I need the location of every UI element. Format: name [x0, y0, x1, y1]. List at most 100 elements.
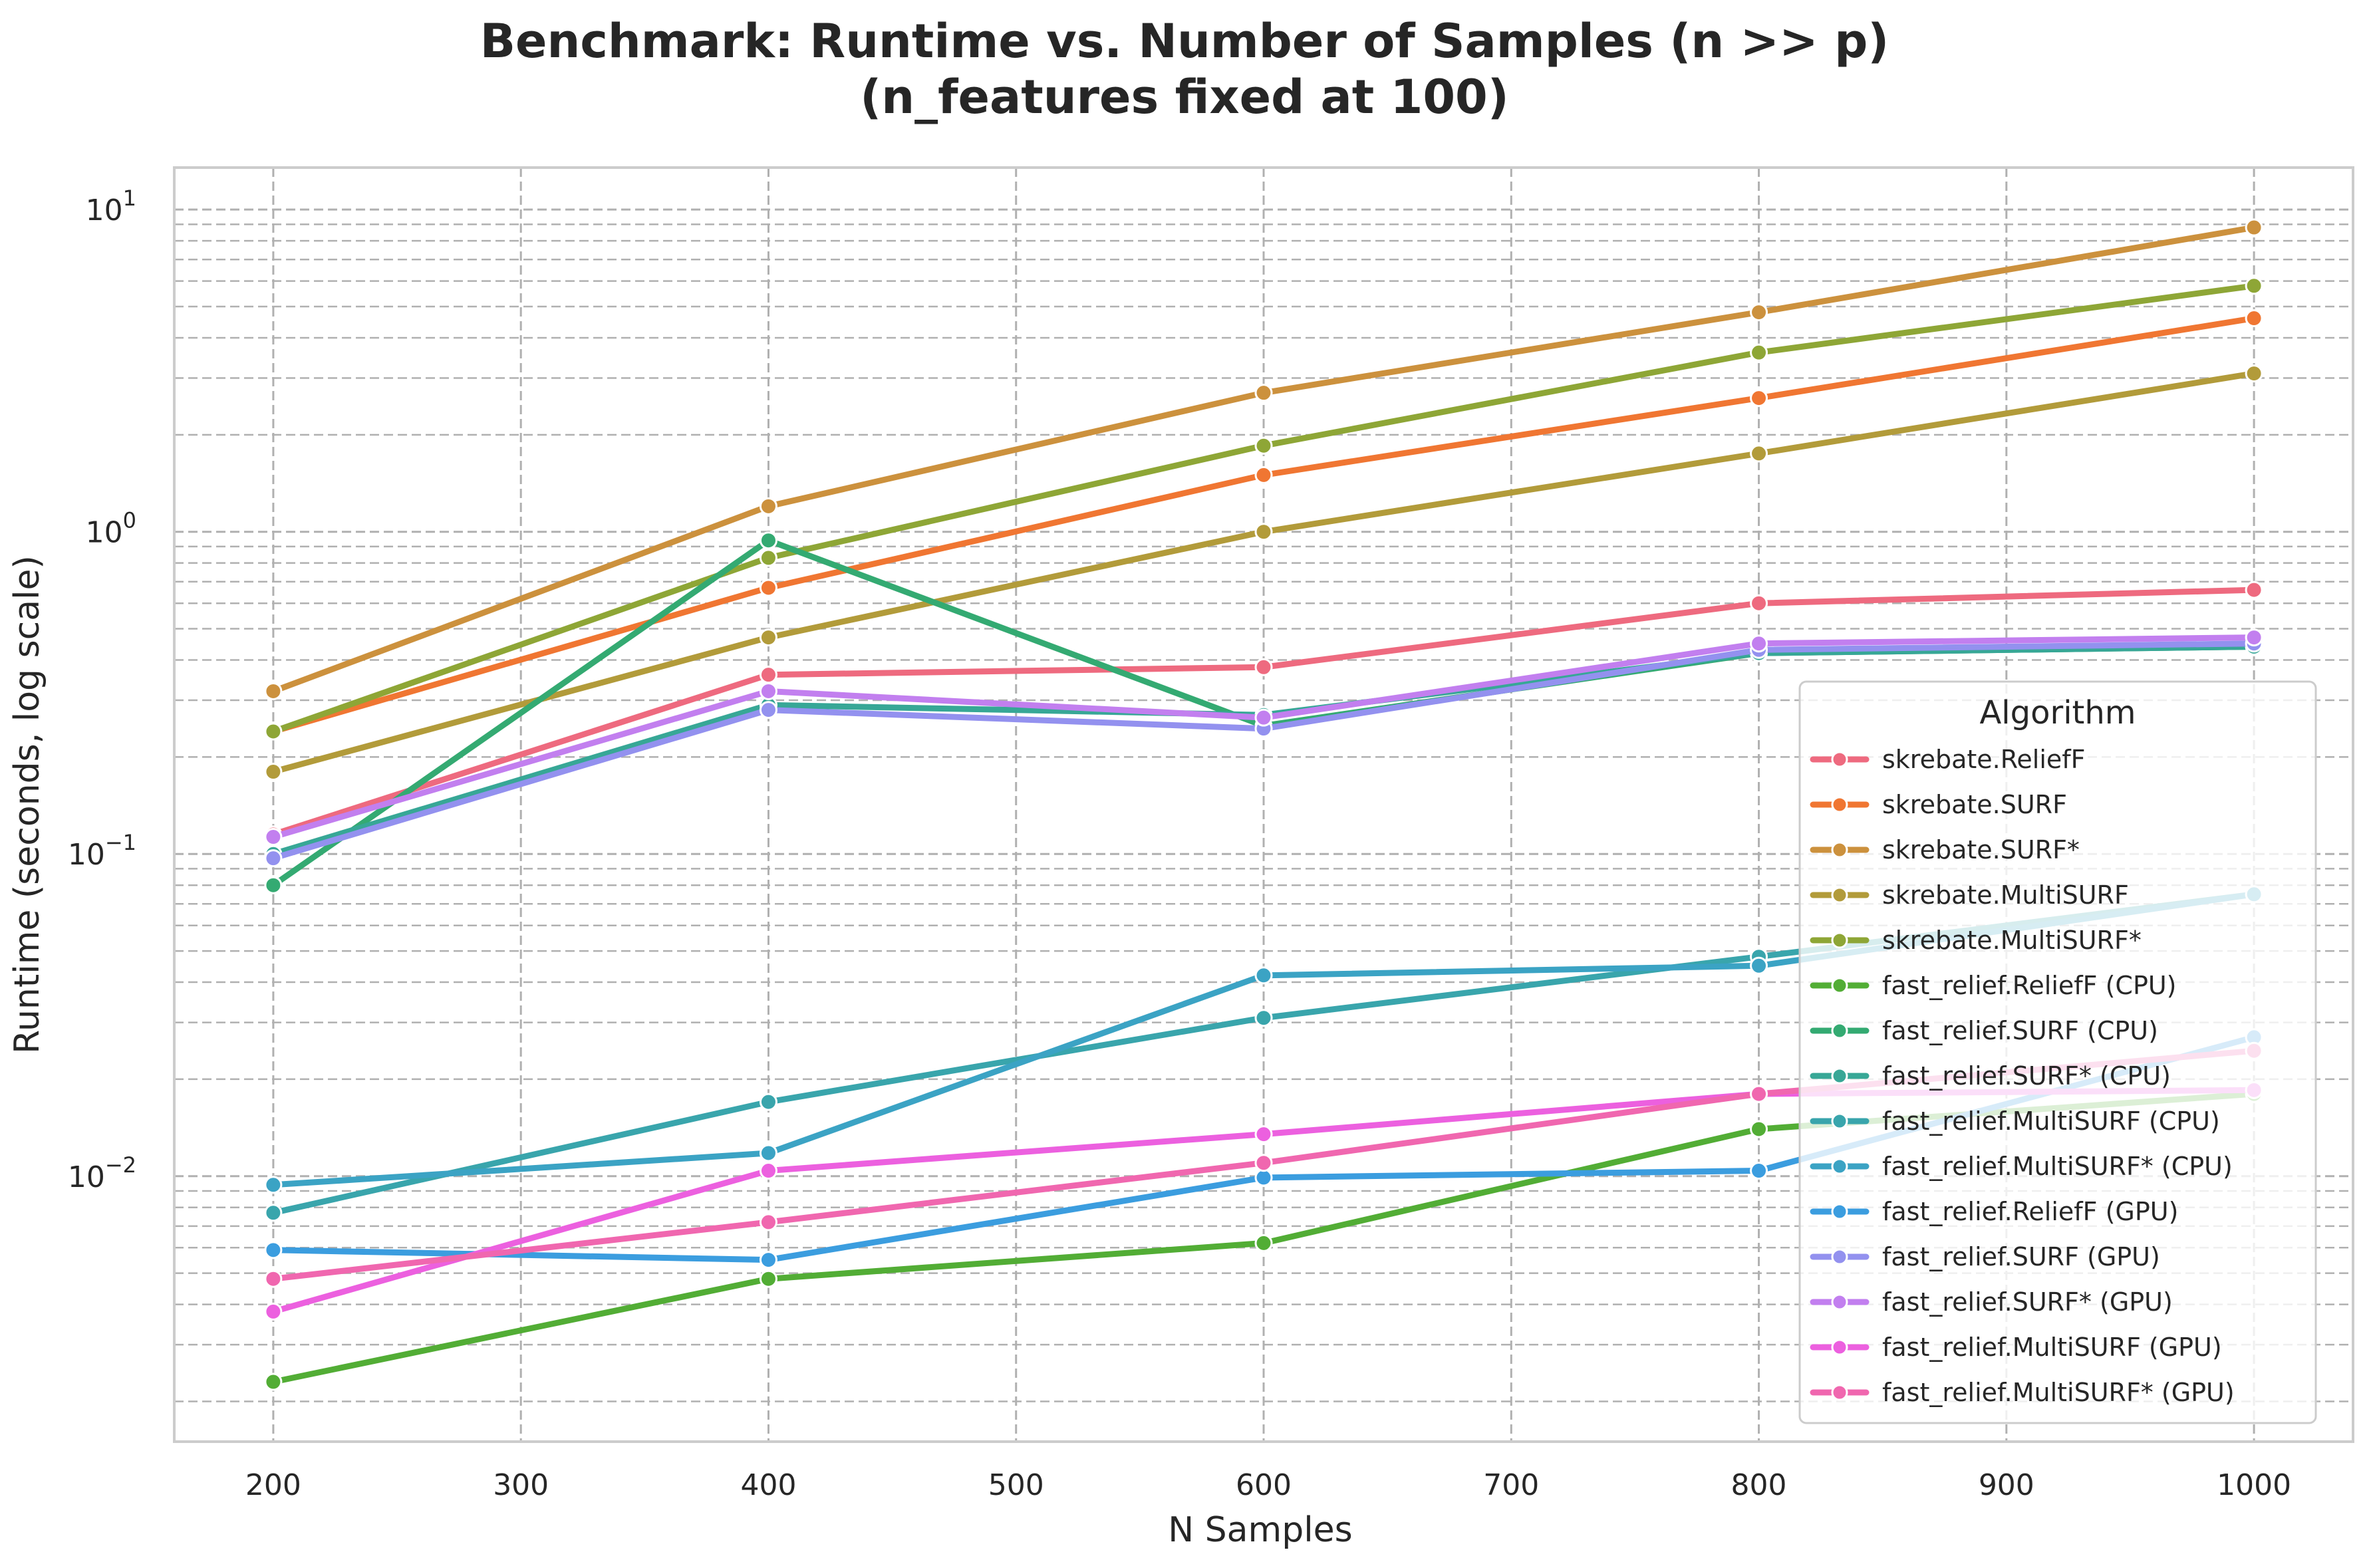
- legend-swatch-marker: [1831, 751, 1848, 768]
- data-point: [2245, 628, 2263, 647]
- data-point: [759, 682, 777, 700]
- x-axis-label: N Samples: [1168, 1510, 1353, 1550]
- legend-entry: fast_relief.MultiSURF* (GPU): [1810, 1378, 2235, 1407]
- data-point: [1254, 708, 1273, 727]
- legend-entry: fast_relief.ReliefF (GPU): [1810, 1197, 2178, 1226]
- x-tick-label: 1000: [2217, 1468, 2291, 1502]
- x-tick-label: 700: [1483, 1468, 1539, 1502]
- data-point: [1750, 444, 1768, 463]
- data-point: [264, 828, 283, 847]
- data-point: [1750, 303, 1768, 322]
- data-point: [264, 1269, 283, 1288]
- y-axis-ticks: 10−2 10−1 100 101: [68, 186, 136, 1194]
- y-tick-label: 100: [86, 508, 136, 550]
- legend-label: fast_relief.ReliefF (GPU): [1882, 1197, 2178, 1226]
- legend-label: fast_relief.SURF (CPU): [1882, 1016, 2158, 1045]
- legend-swatch-marker: [1831, 1339, 1848, 1356]
- series-1: [264, 309, 2263, 741]
- legend-entry: fast_relief.SURF (GPU): [1810, 1242, 2160, 1271]
- data-point: [264, 1176, 283, 1194]
- legend-label: skrebate.SURF*: [1882, 835, 2080, 864]
- y-tick-label: 10−1: [68, 830, 136, 872]
- data-point: [1254, 465, 1273, 484]
- legend-swatch-marker: [1831, 932, 1848, 949]
- legend-swatch-marker: [1831, 1248, 1848, 1265]
- data-point: [1750, 343, 1768, 362]
- data-point: [759, 1144, 777, 1162]
- x-tick-label: 300: [493, 1468, 549, 1502]
- legend-entry: fast_relief.ReliefF (CPU): [1810, 971, 2177, 1000]
- y-tick-label: 10−2: [68, 1152, 136, 1194]
- legend-label: skrebate.MultiSURF: [1882, 880, 2129, 910]
- data-point: [1254, 658, 1273, 676]
- legend-label: fast_relief.MultiSURF* (CPU): [1882, 1152, 2233, 1181]
- data-point: [759, 701, 777, 719]
- data-point: [759, 549, 777, 567]
- series-3: [264, 364, 2263, 781]
- legend-label: fast_relief.MultiSURF (GPU): [1882, 1333, 2222, 1362]
- legend-swatch-marker: [1831, 977, 1848, 994]
- legend-label: skrebate.MultiSURF*: [1882, 926, 2142, 955]
- legend-swatch-marker: [1831, 1384, 1848, 1401]
- legend-entry: skrebate.SURF: [1810, 790, 2067, 819]
- data-point: [264, 682, 283, 700]
- series-2: [264, 218, 2263, 700]
- legend-swatch-marker: [1831, 796, 1848, 813]
- legend-swatch-marker: [1831, 1158, 1848, 1175]
- legend-entry: fast_relief.SURF* (CPU): [1810, 1061, 2171, 1091]
- chart-subtitle: (n_features fixed at 100): [860, 70, 1509, 124]
- legend-swatch-marker: [1831, 1112, 1848, 1130]
- legend-title: Algorithm: [1979, 694, 2136, 731]
- chart-title: Benchmark: Runtime vs. Number of Samples…: [480, 14, 1889, 68]
- data-point: [759, 579, 777, 597]
- data-point: [264, 1302, 283, 1321]
- data-point: [1254, 1125, 1273, 1144]
- series-4: [264, 277, 2263, 741]
- x-axis-ticks: 200 300 400 500 600 700 800 900 1000: [245, 1468, 2291, 1502]
- x-tick-label: 500: [988, 1468, 1044, 1502]
- legend-label: fast_relief.SURF* (GPU): [1882, 1287, 2173, 1317]
- series-12: [264, 628, 2263, 847]
- data-point: [759, 1251, 777, 1269]
- data-point: [759, 1213, 777, 1232]
- data-point: [264, 876, 283, 894]
- data-point: [2245, 218, 2263, 237]
- x-tick-label: 600: [1236, 1468, 1292, 1502]
- legend-label: skrebate.SURF: [1882, 790, 2067, 819]
- legend-label: fast_relief.SURF* (CPU): [1882, 1061, 2171, 1091]
- data-point: [759, 1269, 777, 1288]
- legend-swatch-marker: [1831, 1203, 1848, 1220]
- legend-label: fast_relief.MultiSURF (CPU): [1882, 1107, 2220, 1136]
- legend-entry: skrebate.SURF*: [1810, 835, 2080, 864]
- legend-items: skrebate.ReliefF skrebate.SURF skrebate.SU…: [1810, 745, 2235, 1407]
- data-point: [2245, 364, 2263, 383]
- legend-entry: fast_relief.SURF* (GPU): [1810, 1287, 2173, 1317]
- data-point: [1750, 956, 1768, 975]
- legend-entry: skrebate.MultiSURF*: [1810, 926, 2142, 955]
- legend-label: fast_relief.SURF (GPU): [1882, 1242, 2160, 1271]
- data-point: [1254, 1154, 1273, 1172]
- x-tick-label: 900: [1979, 1468, 2034, 1502]
- legend-label: skrebate.ReliefF: [1882, 745, 2086, 774]
- legend-box: [1798, 680, 2317, 1424]
- data-point: [1750, 634, 1768, 653]
- data-point: [264, 1204, 283, 1222]
- legend-label: fast_relief.MultiSURF* (GPU): [1882, 1378, 2235, 1407]
- data-point: [759, 1093, 777, 1111]
- data-point: [1750, 1162, 1768, 1180]
- x-tick-label: 200: [245, 1468, 301, 1502]
- data-point: [1254, 966, 1273, 985]
- data-point: [1750, 1120, 1768, 1138]
- legend-entry: skrebate.MultiSURF: [1810, 880, 2129, 910]
- legend-entry: fast_relief.MultiSURF* (CPU): [1810, 1152, 2233, 1181]
- plot-frame: [173, 166, 2354, 1443]
- legend-swatch-marker: [1831, 1067, 1848, 1085]
- legend-swatch-marker: [1831, 1293, 1848, 1311]
- y-tick-label: 101: [86, 186, 136, 227]
- legend-swatch-marker: [1831, 841, 1848, 858]
- data-point: [264, 849, 283, 868]
- y-axis-label: Runtime (seconds, log scale): [7, 555, 47, 1054]
- legend-entry: fast_relief.MultiSURF (CPU): [1810, 1107, 2220, 1136]
